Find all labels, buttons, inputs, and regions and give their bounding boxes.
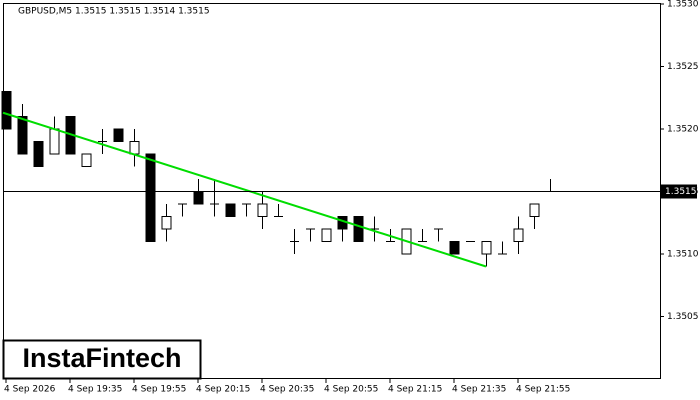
- candle-body: [161, 216, 172, 230]
- x-tick-label: 4 Sep 20:15: [196, 385, 250, 395]
- x-tick-label: 4 Sep 20:55: [324, 385, 378, 395]
- x-tick-label: 4 Sep 20:35: [260, 385, 314, 395]
- candle-body: [529, 203, 540, 217]
- candle-body: [257, 203, 268, 217]
- candle-body: [1, 91, 12, 130]
- y-tick-label: 1.3505: [667, 312, 699, 322]
- candle-body: [193, 191, 204, 205]
- y-tick-label: 1.3510: [667, 250, 699, 260]
- candle-body: [225, 203, 236, 217]
- candle-body: [481, 241, 492, 255]
- price-label-box: [661, 184, 697, 199]
- y-tick-label: 1.3525: [667, 62, 699, 72]
- candle-body: [49, 128, 60, 155]
- x-tick-label: 4 Sep 2026: [4, 385, 56, 395]
- x-tick-label: 4 Sep 21:15: [388, 385, 442, 395]
- candle-body: [321, 228, 332, 242]
- x-tick-label: 4 Sep 21:55: [516, 385, 570, 395]
- x-tick-label: 4 Sep 19:55: [132, 385, 186, 395]
- candle-body: [81, 153, 92, 167]
- y-tick-label: 1.3520: [667, 125, 699, 135]
- candle-body: [449, 241, 460, 255]
- candle-body: [145, 153, 156, 242]
- x-tick-label: 4 Sep 21:35: [452, 385, 506, 395]
- logo-box: [2, 339, 202, 380]
- price-label: 1.3515: [665, 187, 697, 197]
- x-tick-label: 4 Sep 19:35: [68, 385, 122, 395]
- y-tick-label: 1.3530: [667, 0, 699, 10]
- candle-body: [353, 216, 364, 242]
- candle-body: [113, 128, 124, 142]
- candle-body: [17, 116, 28, 155]
- logo: InstaFintech: [22, 343, 181, 373]
- chart-title: GBPUSD,M5 1.3515 1.3515 1.3514 1.3515: [18, 7, 210, 17]
- candle-body: [33, 141, 44, 167]
- candle-body: [129, 141, 140, 155]
- trend-line: [2, 111, 487, 268]
- candle-body: [513, 228, 524, 242]
